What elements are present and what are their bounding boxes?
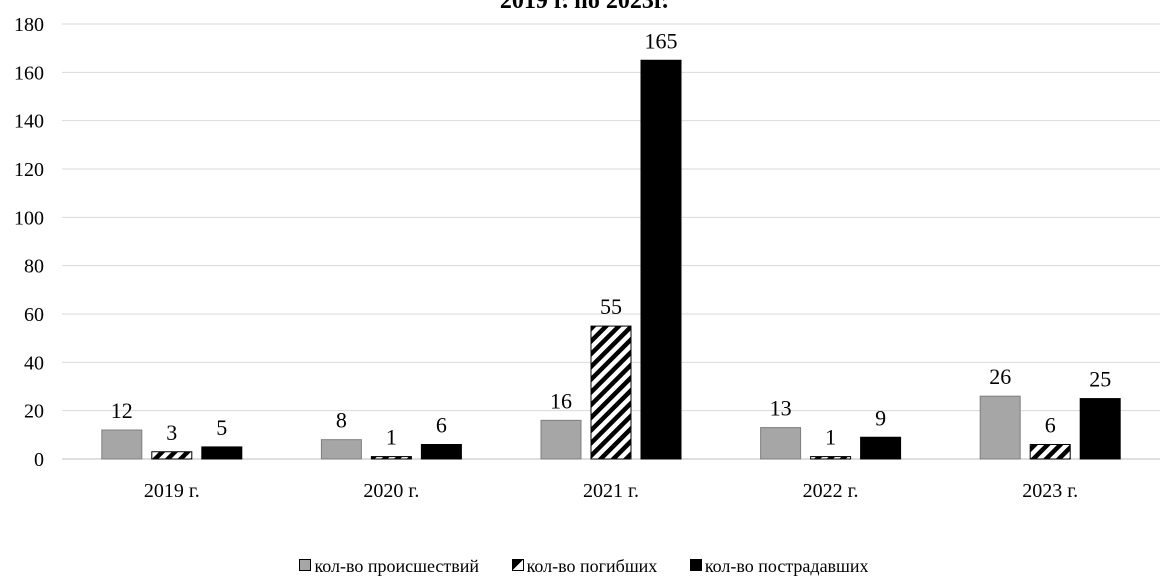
y-tick-label: 180 xyxy=(14,14,44,36)
data-label: 9 xyxy=(875,405,886,430)
data-label: 3 xyxy=(166,420,177,445)
x-category-label: 2021 г. xyxy=(583,480,639,502)
bar-injured xyxy=(640,59,682,460)
legend-swatch-deaths xyxy=(511,559,524,571)
data-label: 25 xyxy=(1089,367,1111,392)
legend-label-injured: кол-во пострадавших xyxy=(704,556,869,576)
data-label: 16 xyxy=(550,388,572,413)
y-tick-label: 160 xyxy=(14,62,44,84)
data-label: 12 xyxy=(111,398,133,423)
bar-incidents xyxy=(760,427,802,460)
data-label: 165 xyxy=(645,28,678,53)
x-category-label: 2020 г. xyxy=(363,480,419,502)
data-label: 55 xyxy=(600,294,622,319)
bar-deaths xyxy=(151,451,193,460)
bar-incidents xyxy=(979,395,1021,460)
bar-incidents xyxy=(101,429,143,460)
bar-incidents xyxy=(320,439,362,460)
x-category-label: 2022 г. xyxy=(803,480,859,502)
bar-incidents xyxy=(540,419,582,460)
bar-deaths xyxy=(1029,444,1071,460)
bar-injured xyxy=(420,444,462,460)
y-tick-label: 20 xyxy=(24,401,44,423)
data-label: 26 xyxy=(989,364,1011,389)
bar-injured xyxy=(860,436,902,460)
data-label: 1 xyxy=(825,425,836,450)
legend-swatch-injured xyxy=(689,559,702,571)
legend-label-incidents: кол-во происшествий xyxy=(314,556,480,576)
x-category-label: 2023 г. xyxy=(1022,480,1078,502)
data-label: 1 xyxy=(386,425,397,450)
y-tick-label: 40 xyxy=(24,352,44,374)
gridlines xyxy=(62,23,1160,460)
bar-deaths xyxy=(810,456,852,460)
bar-deaths xyxy=(590,325,632,460)
legend-label-deaths: кол-во погибших xyxy=(526,556,658,576)
y-tick-label: 140 xyxy=(14,111,44,133)
bar-injured xyxy=(201,446,243,460)
legend-swatch-incidents xyxy=(299,559,312,571)
legend-item-deaths: кол-во погибших xyxy=(511,556,658,577)
data-label: 6 xyxy=(1045,413,1056,438)
y-tick-label: 80 xyxy=(24,256,44,278)
data-label: 13 xyxy=(770,396,792,421)
data-label: 5 xyxy=(216,415,227,440)
y-tick-label: 60 xyxy=(24,304,44,326)
data-label: 8 xyxy=(336,408,347,433)
bar-deaths xyxy=(370,456,412,460)
y-tick-label: 100 xyxy=(14,207,44,229)
data-label: 6 xyxy=(436,413,447,438)
x-category-label: 2019 г. xyxy=(144,480,200,502)
legend-item-injured: кол-во пострадавших xyxy=(689,556,869,577)
bars xyxy=(101,59,1121,460)
y-tick-label: 120 xyxy=(14,159,44,181)
y-tick-label: 0 xyxy=(34,449,44,471)
chart-title: 2019 г. по 2023г. xyxy=(500,0,668,14)
legend-item-incidents: кол-во происшествий xyxy=(299,556,479,577)
legend: кол-во происшествий кол-во погибших кол-… xyxy=(0,556,1168,577)
bar-injured xyxy=(1079,398,1121,460)
